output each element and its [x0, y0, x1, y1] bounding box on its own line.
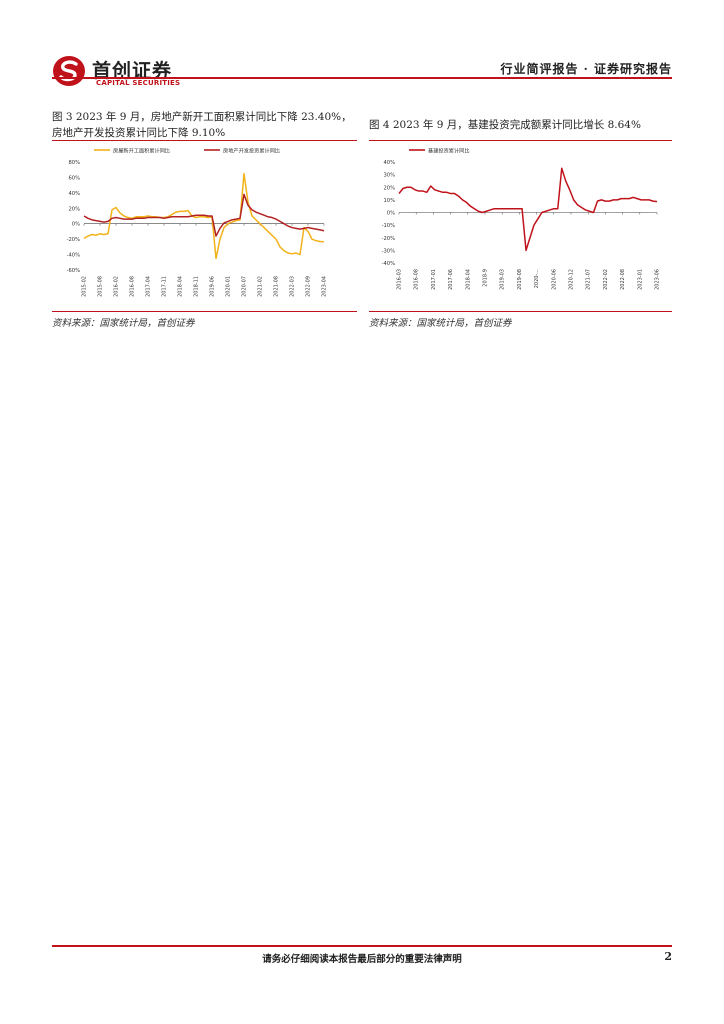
- report-type-label: 行业简评报告 · 证券研究报告: [500, 62, 672, 76]
- y-tick-label: 60%: [68, 175, 80, 181]
- brand-name-cn: 首创证券: [92, 60, 173, 82]
- x-tick-label: 2017-06: [448, 269, 454, 290]
- x-tick-label: 2022-08: [620, 269, 626, 290]
- header-divider: [52, 77, 672, 79]
- x-tick-label: 2022-09: [306, 276, 312, 297]
- x-tick-label: 2019-08: [517, 269, 523, 290]
- x-tick-label: 2023-01: [637, 269, 643, 290]
- x-tick-label: 2018-04: [178, 276, 184, 297]
- x-tick-label: 2017-04: [146, 276, 152, 297]
- x-tick-label: 2015-02: [82, 276, 88, 297]
- y-tick-label: -30%: [382, 248, 395, 254]
- x-tick-label: 2020-12: [569, 269, 575, 290]
- x-tick-label: 2017-11: [162, 276, 168, 297]
- x-tick-label: 2016-02: [114, 276, 120, 297]
- series-line-1: [83, 193, 325, 237]
- figure-4-chart: 基建投资累计同比40%30%20%10%0%-10%-20%-30%-40%20…: [382, 147, 661, 290]
- legend-label-1: 房地产开发投资累计同比: [223, 147, 280, 155]
- series-line-0: [83, 172, 325, 260]
- x-tick-label: 2023-06: [655, 269, 661, 290]
- y-tick-label: -20%: [382, 236, 395, 242]
- x-tick-label: 2020-06: [551, 269, 557, 290]
- x-tick-label: 2015-08: [98, 276, 104, 297]
- legend-label-0: 基建投资累计同比: [428, 147, 470, 155]
- x-tick-label: 2018-11: [194, 276, 200, 297]
- x-tick-label: 2021-02: [258, 276, 264, 297]
- y-tick-label: 0%: [387, 211, 395, 217]
- figure-4-caption: 图 4 2023 年 9 月，基建投资完成额累计同比增长 8.64%: [369, 119, 641, 131]
- capital-securities-logo-icon: [53, 56, 85, 86]
- x-tick-label: 2020-01: [226, 276, 232, 297]
- x-tick-label: 2021-08: [274, 276, 280, 297]
- figure-3-top-rule: [52, 140, 357, 141]
- x-tick-label: 2016-03: [397, 269, 403, 290]
- legend-label-0: 房屋新开工面积累计同比: [113, 147, 170, 155]
- figure-4-top-rule: [369, 140, 672, 141]
- footer-divider: [52, 945, 672, 947]
- x-tick-label: 2016-08: [130, 276, 136, 297]
- y-tick-label: 20%: [68, 206, 80, 212]
- y-tick-label: 0%: [72, 222, 80, 228]
- y-tick-label: -40%: [67, 253, 80, 259]
- x-tick-label: 2020-07: [242, 276, 248, 297]
- legal-disclaimer: 请务必仔细阅读本报告最后部分的重要法律声明: [262, 954, 462, 965]
- x-tick-label: 2023-04: [322, 276, 328, 297]
- x-tick-label: 2016-08: [414, 269, 420, 290]
- y-tick-label: 30%: [383, 173, 395, 179]
- x-tick-label: 2020-...: [534, 269, 540, 289]
- y-tick-label: 80%: [68, 160, 80, 166]
- x-tick-label: 2019-06: [210, 276, 216, 297]
- x-tick-label: 2019-03: [500, 269, 506, 290]
- brand-name-en: CAPITAL SECURITIES: [96, 79, 181, 87]
- x-tick-label: 2018-04: [465, 269, 471, 290]
- series-line-0: [398, 167, 658, 252]
- figure-3-caption: 图 3 2023 年 9 月，房地产新开工面积累计同比下降 23.40%，房地产…: [52, 111, 352, 139]
- y-tick-label: -20%: [67, 237, 80, 243]
- x-tick-label: 2022-03: [290, 276, 296, 297]
- y-tick-label: 20%: [383, 185, 395, 191]
- y-tick-label: -40%: [382, 261, 395, 267]
- figure-3-source: 资料来源：国家统计局，首创证券: [52, 318, 195, 329]
- x-tick-label: 2022-02: [603, 269, 609, 290]
- y-tick-label: 10%: [383, 198, 395, 204]
- y-tick-label: 40%: [383, 160, 395, 166]
- figure-4-bottom-rule: [369, 311, 672, 312]
- figure-3-bottom-rule: [52, 311, 357, 312]
- x-tick-label: 2021-07: [586, 269, 592, 290]
- y-tick-label: -60%: [67, 268, 80, 274]
- figure-3-chart: 房屋新开工面积累计同比 房地产开发投资累计同比 80% 60% 40% 20% 0% -20%…: [67, 147, 328, 297]
- figure-4-source: 资料来源：国家统计局，首创证券: [369, 318, 512, 329]
- y-tick-label: -10%: [382, 223, 395, 229]
- y-tick-label: 40%: [68, 191, 80, 197]
- page-number: 2: [664, 950, 672, 963]
- x-tick-label: 2017-01: [431, 269, 437, 290]
- x-tick-label: 2018-9: [483, 269, 489, 287]
